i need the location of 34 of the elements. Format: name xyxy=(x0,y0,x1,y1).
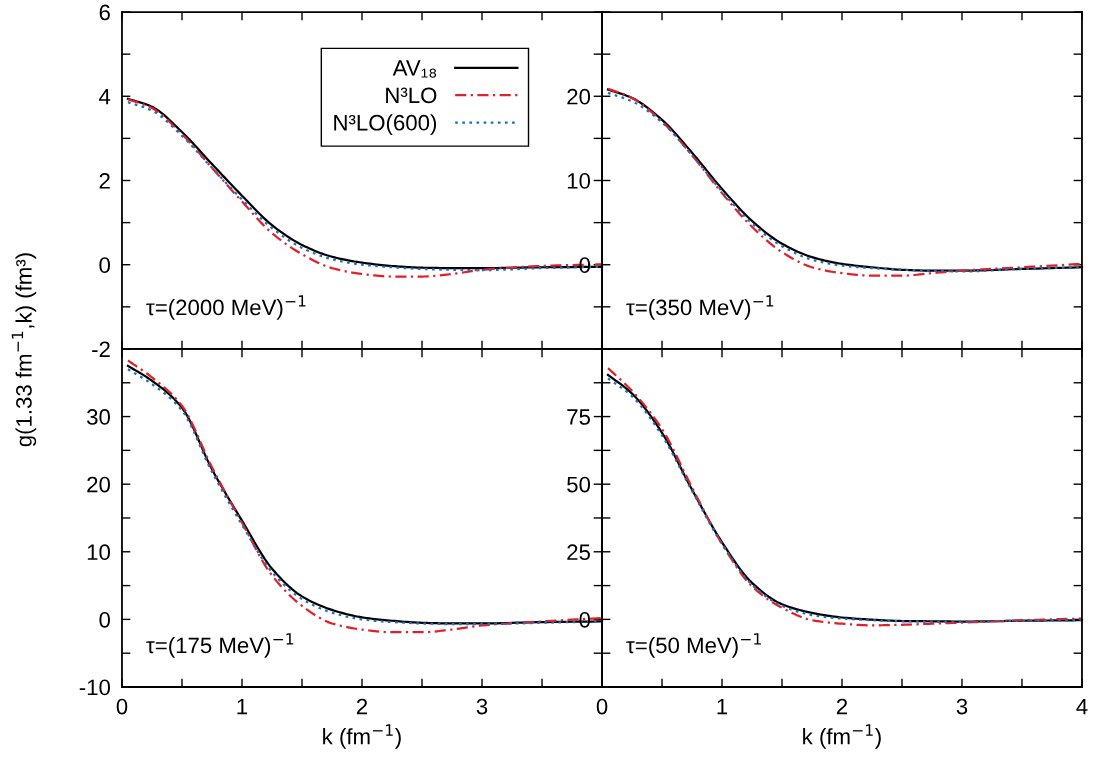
annotation: τ=(350 MeV)$^{−1}$ xyxy=(626,295,774,320)
x-tick-label: 4 xyxy=(1076,698,1088,715)
legend-label: N³LO xyxy=(386,87,437,104)
legend-label: N³LO(600) xyxy=(334,114,437,135)
x-tick-label: 0 xyxy=(116,698,128,715)
y-tick-label: 4 xyxy=(99,89,111,105)
x-tick-label: 3 xyxy=(476,698,488,715)
y-tick-label: 0 xyxy=(99,257,110,273)
x-axis-title: k (fm$^{−1}$) xyxy=(803,724,881,749)
y-tick-label: 30 xyxy=(87,409,110,425)
y-tick-label: 75 xyxy=(567,409,590,425)
y-tick-label: -10 xyxy=(79,679,110,696)
x-axis-title: k (fm$^{−1}$) xyxy=(323,724,401,749)
annotation: τ=(175 MeV)$^{−1}$ xyxy=(146,633,294,658)
y-tick-label: -2 xyxy=(92,341,110,358)
y-tick-label: 10 xyxy=(567,173,591,189)
x-tick-label: 2 xyxy=(356,698,368,715)
x-tick-label: 3 xyxy=(956,698,968,715)
x-tick-label: 2 xyxy=(836,698,848,715)
annotation: τ=(50 MeV)$^{−1}$ xyxy=(626,633,761,658)
y-tick-label: 20 xyxy=(567,88,591,105)
legend-label: AV₁₈ xyxy=(392,60,437,78)
y-tick-label: 25 xyxy=(567,544,590,561)
x-tick-label: 1 xyxy=(237,698,248,715)
x-tick-label: 0 xyxy=(596,698,608,715)
y-tick-label: 6 xyxy=(99,4,110,21)
y-tick-label: 10 xyxy=(87,544,110,561)
y-tick-label: 0 xyxy=(99,611,110,628)
y-tick-label: 20 xyxy=(87,476,110,493)
x-tick-label: 1 xyxy=(717,698,728,715)
y-tick-label: 50 xyxy=(567,476,591,493)
y-axis-title: g(1.33 fm$^{−1}$,k) (fm³) xyxy=(11,253,37,447)
y-tick-label: 2 xyxy=(99,173,110,189)
annotation: τ=(2000 MeV)$^{−1}$ xyxy=(146,295,306,320)
